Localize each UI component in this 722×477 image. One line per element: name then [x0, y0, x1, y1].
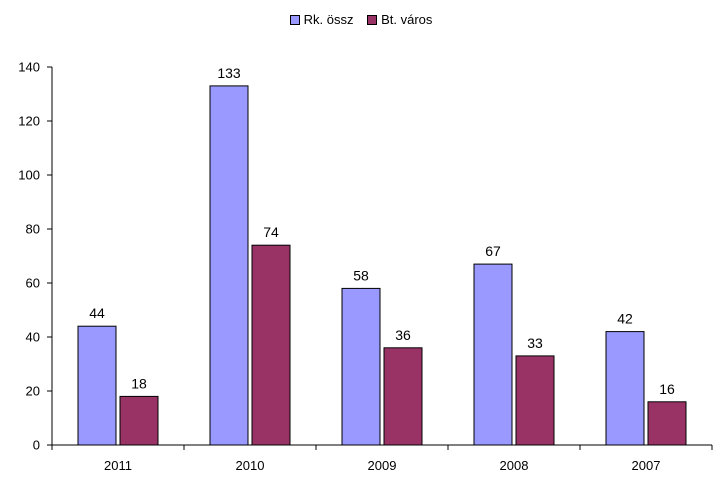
y-tick-label: 20: [26, 384, 40, 399]
bar-1-2009: [341, 287, 381, 446]
y-tick-label: 80: [26, 222, 40, 237]
x-tick-label: 2009: [368, 458, 397, 473]
x-tick-label: 2007: [632, 458, 661, 473]
y-tick-label: 100: [18, 168, 40, 183]
data-label: 67: [485, 243, 501, 259]
bar-1-2011: [77, 325, 117, 446]
data-label: 74: [263, 224, 279, 240]
legend-item-series-2: Bt. város: [367, 12, 432, 27]
data-label: 18: [131, 375, 147, 391]
data-label: 36: [395, 327, 411, 343]
y-tick-label: 0: [33, 438, 40, 453]
bar-2-2007: [647, 401, 687, 446]
data-label: 16: [659, 381, 675, 397]
data-label: 44: [89, 305, 105, 321]
y-tick-label: 120: [18, 114, 40, 129]
legend: Rk. össz Bt. város: [0, 12, 722, 28]
y-tick-label: 140: [18, 60, 40, 75]
legend-item-series-1: Rk. össz: [289, 12, 354, 27]
bar-2-2008: [515, 355, 555, 446]
y-tick-label: 60: [26, 276, 40, 291]
data-label: 133: [217, 65, 241, 81]
bar-2-2010: [251, 244, 291, 446]
y-tick-label: 40: [26, 330, 40, 345]
x-tick-label: 2008: [500, 458, 529, 473]
legend-swatch-series-2: [367, 14, 378, 25]
bar-1-2008: [473, 263, 513, 446]
bar-1-2010: [209, 85, 249, 446]
data-label: 42: [617, 311, 633, 327]
data-label: 33: [527, 335, 543, 351]
x-tick-label: 2010: [236, 458, 265, 473]
x-tick-label: 2011: [104, 458, 132, 473]
legend-swatch-series-1: [289, 14, 300, 25]
legend-label-series-2: Bt. város: [381, 12, 433, 27]
bar-2-2009: [383, 347, 423, 446]
bar-2-2011: [119, 395, 159, 446]
data-label: 58: [353, 267, 369, 283]
bar-1-2007: [605, 331, 645, 446]
legend-label-series-1: Rk. össz: [303, 12, 354, 27]
